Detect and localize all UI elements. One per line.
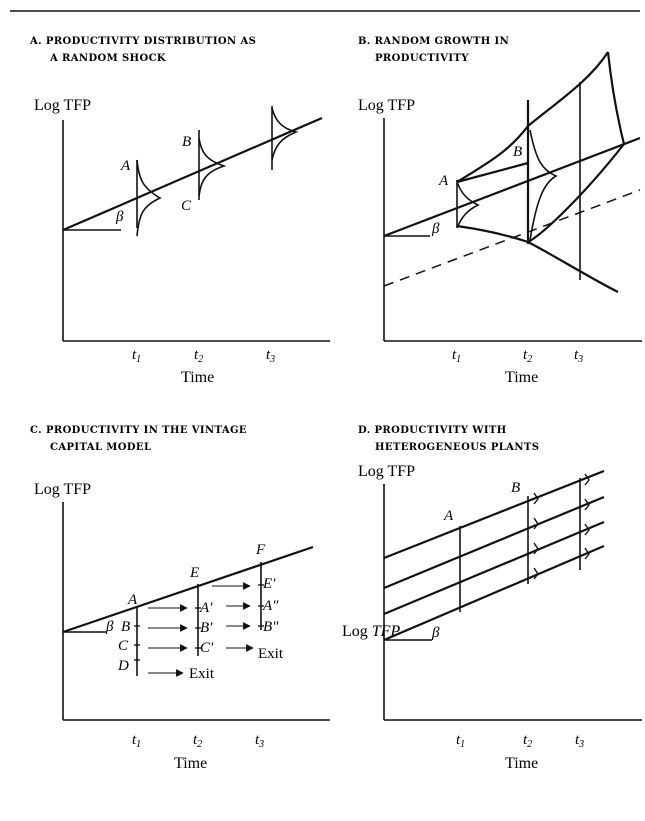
panel-c-point-a-double-prime: A″ <box>262 598 279 614</box>
panel-d-title-line2: HETEROGENEOUS PLANTS <box>375 442 539 453</box>
panel-b-distribution-t1 <box>456 181 480 229</box>
panel-c-x-label: Time <box>174 755 207 772</box>
panel-c-y-label: Log TFP <box>34 481 91 498</box>
panel-d-tick-t2: t2 <box>523 732 532 750</box>
panel-b-tick-t1: t1 <box>452 347 461 365</box>
panel-a-distribution-t1 <box>136 159 162 237</box>
panel-a-point-b: B <box>182 134 191 150</box>
panel-d-tick-t1: t1 <box>456 732 465 750</box>
panel-b-trend-line <box>383 136 641 238</box>
panel-c-point-c-prime: C′ <box>200 640 214 656</box>
panel-a-tick-t3: t3 <box>266 347 275 365</box>
panel-c-title-line2: CAPITAL MODEL <box>50 442 151 453</box>
panel-a-x-label: Time <box>181 369 214 386</box>
panel-b-tick-t2: t2 <box>523 347 532 365</box>
panel-a-point-c: C <box>181 198 192 214</box>
panel-a-title-line1: A. PRODUCTIVITY DISTRIBUTION AS <box>29 36 256 47</box>
panel-a-tick-t1: t1 <box>132 347 141 365</box>
panel-c: C. PRODUCTIVITY IN THE VINTAGE CAPITAL M… <box>30 425 330 772</box>
panel-a: A. PRODUCTIVITY DISTRIBUTION AS A RANDOM… <box>29 36 330 386</box>
panel-c-point-a: A <box>127 592 138 608</box>
panel-c-point-b: B <box>121 619 130 635</box>
panel-a-title-line2: A RANDOM SHOCK <box>49 53 166 64</box>
panel-b-distribution-t2 <box>529 129 558 241</box>
panel-a-y-label: Log TFP <box>34 97 91 114</box>
panel-b-point-b: B <box>513 144 522 160</box>
panel-d: D. PRODUCTIVITY WITH HETEROGENEOUS PLANT… <box>342 425 642 772</box>
panel-c-point-d: D <box>117 658 129 674</box>
panel-d-beta: β <box>431 625 440 641</box>
panel-a-distribution-t2 <box>198 137 227 197</box>
panel-b-point-a: A <box>438 173 449 189</box>
panel-a-trend-line <box>62 116 323 232</box>
panel-c-tick-t1: t1 <box>132 732 141 750</box>
panel-b-beta: β <box>431 221 440 237</box>
panel-c-point-a-prime: A′ <box>199 600 213 616</box>
panel-c-beta: β <box>105 619 114 635</box>
panel-b-upper-envelope <box>456 51 609 183</box>
panel-b-title-line1: B. RANDOM GROWTH IN <box>358 36 509 47</box>
panel-b-lower-to-tip <box>527 143 625 243</box>
panel-c-title-line1: C. PRODUCTIVITY IN THE VINTAGE <box>30 425 247 436</box>
panel-c-point-b-double-prime: B″ <box>263 619 279 635</box>
panel-b-title-line2: PRODUCTIVITY <box>375 53 469 64</box>
panel-d-tick-t3: t3 <box>575 732 584 750</box>
panel-d-x-label: Time <box>505 755 538 772</box>
panel-d-parallel-lines <box>383 469 605 642</box>
panel-d-point-a: A <box>443 508 454 524</box>
panel-d-chevrons <box>533 473 590 580</box>
panel-c-point-e: E <box>189 565 199 581</box>
panel-c-point-c: C <box>118 638 129 654</box>
panel-c-exit-1: Exit <box>189 666 215 682</box>
panel-c-vertical-ticks <box>134 584 264 661</box>
panel-c-point-b-prime: B′ <box>200 620 213 636</box>
panel-b-segment-ab <box>456 161 529 184</box>
panel-d-title-line1: D. PRODUCTIVITY WITH <box>358 425 507 436</box>
panel-c-trend-line <box>62 545 314 634</box>
panel-b-y-label: Log TFP <box>358 97 415 114</box>
panel-a-tick-t2: t2 <box>194 347 203 365</box>
panel-b: B. RANDOM GROWTH IN PRODUCTIVITY Log TFP… <box>358 36 642 386</box>
panel-a-point-a: A <box>120 158 131 174</box>
panel-c-tick-t3: t3 <box>255 732 264 750</box>
panel-c-point-f: F <box>255 542 266 558</box>
panel-c-arrows-t1-t2 <box>148 604 188 677</box>
panel-b-x-label: Time <box>505 369 538 386</box>
panel-c-tick-t2: t2 <box>193 732 202 750</box>
panel-a-beta: β <box>115 209 124 225</box>
panel-d-y-label: Log TFP <box>358 463 415 480</box>
panel-c-arrows-t2-t3 <box>212 582 254 652</box>
panel-c-exit-2: Exit <box>258 646 284 662</box>
panel-b-upper-to-tip <box>606 51 626 145</box>
panel-d-point-b: B <box>511 480 520 496</box>
panel-c-point-e-prime: E′ <box>262 576 276 592</box>
panel-a-distribution-t3 <box>271 107 299 161</box>
panel-b-tick-t3: t3 <box>574 347 583 365</box>
